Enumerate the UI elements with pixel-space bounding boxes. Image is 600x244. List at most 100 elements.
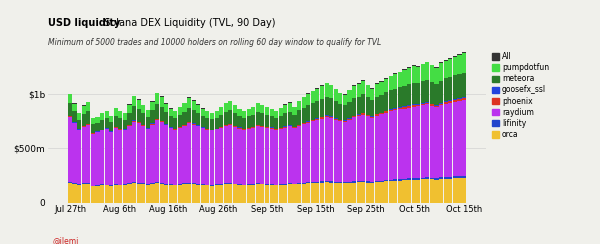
Bar [173,185,178,203]
Bar [384,182,388,203]
Bar [462,98,466,100]
Bar [242,118,246,129]
Bar [127,104,131,113]
Bar [325,97,329,115]
Bar [416,106,420,178]
Bar [274,118,278,129]
Bar [448,177,452,179]
Bar [151,102,155,111]
Bar [251,185,256,203]
Bar [155,183,159,203]
Bar [448,58,452,59]
Bar [403,106,407,107]
Bar [356,97,361,114]
Bar [187,98,191,108]
Bar [86,111,91,123]
Bar [228,124,232,125]
Bar [366,181,370,183]
Bar [448,100,452,101]
Bar [224,183,228,184]
Bar [448,59,452,77]
Bar [269,109,274,116]
Bar [247,116,251,128]
Bar [201,127,205,128]
Bar [393,179,397,181]
Bar [462,51,466,52]
Bar [370,100,374,116]
Bar [370,118,374,182]
Bar [160,122,164,183]
Bar [356,114,361,115]
Bar [416,104,420,105]
Bar [238,109,242,116]
Bar [393,74,397,89]
Bar [233,113,237,126]
Bar [347,120,352,182]
Bar [356,116,361,181]
Bar [247,185,251,203]
Bar [352,86,356,99]
Bar [169,116,173,127]
Bar [412,83,416,104]
Bar [256,112,260,125]
Bar [320,99,324,117]
Bar [375,114,379,115]
Bar [82,114,86,126]
Bar [462,100,466,176]
Bar [306,122,310,123]
Bar [398,72,402,87]
Bar [77,130,81,184]
Bar [306,94,310,105]
Bar [196,125,200,126]
Bar [238,128,242,129]
Bar [384,79,388,92]
Bar [338,183,343,203]
Bar [325,117,329,181]
Bar [384,112,388,180]
Bar [343,183,347,203]
Bar [292,128,296,183]
Bar [219,184,223,185]
Bar [430,106,434,178]
Bar [430,178,434,179]
Bar [205,118,209,129]
Bar [297,184,301,203]
Bar [379,81,383,82]
Bar [288,126,292,183]
Bar [384,180,388,182]
Bar [334,101,338,118]
Bar [311,182,315,183]
Bar [347,119,352,120]
Bar [407,84,411,105]
Bar [453,56,457,57]
Bar [141,105,145,113]
Bar [352,181,356,183]
Bar [443,103,448,177]
Bar [100,185,104,203]
Bar [297,124,301,125]
Bar [137,183,141,203]
Bar [160,121,164,122]
Bar [334,118,338,119]
Bar [146,185,150,203]
Bar [68,103,72,116]
Bar [302,97,306,108]
Bar [320,181,324,183]
Bar [269,185,274,203]
Bar [421,64,425,81]
Bar [127,184,131,203]
Bar [453,99,457,100]
Bar [104,128,109,129]
Bar [91,186,95,203]
Bar [95,123,100,132]
Bar [398,110,402,179]
Bar [191,100,196,101]
Bar [329,181,333,183]
Bar [219,107,223,115]
Bar [224,125,228,126]
Bar [453,176,457,178]
Bar [379,95,383,112]
Bar [233,127,237,183]
Bar [370,183,374,203]
Bar [389,76,393,90]
